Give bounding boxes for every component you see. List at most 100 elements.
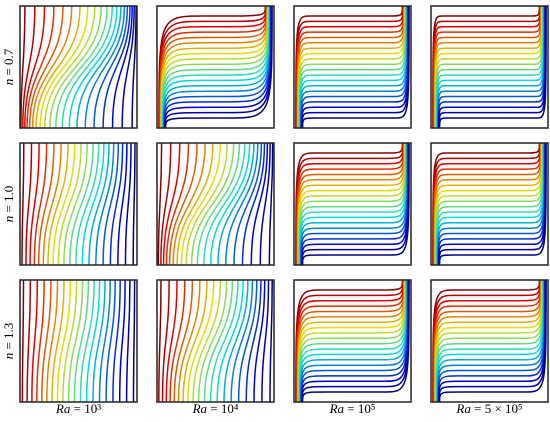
isotherm	[437, 279, 546, 403]
isotherm	[433, 5, 542, 129]
isotherm	[197, 279, 228, 403]
isotherm	[297, 142, 406, 266]
label-expression: = 10⁵	[347, 401, 375, 416]
panel-frame	[293, 142, 412, 266]
isotherm	[300, 5, 409, 129]
isotherm	[190, 142, 235, 266]
isotherm	[438, 279, 547, 403]
panel-frame	[19, 142, 138, 266]
isotherm	[299, 5, 408, 129]
isotherm	[300, 142, 409, 266]
isotherm	[438, 142, 547, 266]
isotherm	[160, 5, 269, 129]
panel-frame	[430, 279, 549, 403]
isotherm	[434, 279, 543, 403]
isotherm	[157, 142, 163, 266]
isotherm	[300, 279, 409, 403]
contour-panel	[156, 142, 275, 266]
isotherm	[295, 142, 404, 266]
isotherm	[437, 279, 546, 403]
isotherm	[301, 279, 410, 403]
isotherm	[300, 5, 409, 129]
isotherm	[295, 5, 404, 129]
isotherm	[217, 142, 255, 266]
isotherm	[63, 142, 88, 266]
isotherm	[29, 142, 40, 266]
isotherm	[300, 279, 409, 403]
isotherm	[196, 142, 241, 266]
isotherm	[437, 5, 546, 129]
isotherm	[158, 279, 162, 403]
isotherm	[43, 5, 96, 129]
column-label: Ra = 10⁵	[329, 401, 376, 416]
isotherm	[434, 5, 543, 129]
isotherm	[109, 142, 124, 266]
isotherm	[301, 5, 410, 129]
isotherm	[21, 142, 25, 266]
isotherm	[432, 5, 541, 129]
isotherm	[93, 5, 129, 129]
column-label: Ra = 5 × 10⁵	[455, 401, 522, 416]
isotherm	[102, 5, 131, 129]
isotherm	[37, 142, 55, 266]
isotherm	[295, 142, 404, 266]
isotherm	[162, 5, 271, 129]
isotherm	[438, 5, 547, 129]
panel-frame	[293, 5, 412, 129]
isotherm	[432, 279, 541, 403]
isotherm	[118, 279, 126, 403]
isotherm	[125, 279, 131, 403]
isotherm	[432, 5, 541, 129]
panel-frame	[156, 142, 275, 266]
isotherm	[297, 5, 406, 129]
contour-panel	[430, 279, 549, 403]
isotherm	[223, 279, 249, 403]
label-expression: = 10⁴	[210, 401, 239, 416]
contour-panel	[19, 5, 138, 129]
isotherm	[436, 279, 545, 403]
panel-frame	[19, 279, 138, 403]
isotherm	[132, 279, 136, 403]
isotherm	[165, 279, 178, 403]
isotherm	[69, 142, 94, 266]
isotherm	[21, 279, 25, 403]
isotherm	[298, 5, 407, 129]
isotherm	[102, 142, 120, 266]
isotherm	[52, 142, 76, 266]
isotherm	[299, 279, 408, 403]
isotherm	[67, 279, 84, 403]
isotherm	[160, 5, 269, 129]
isotherm	[296, 142, 405, 266]
isotherm	[161, 5, 270, 129]
isotherm	[434, 142, 543, 266]
isotherm	[36, 279, 45, 403]
isotherm	[225, 142, 259, 266]
isotherm	[57, 142, 82, 266]
isotherm	[81, 142, 105, 266]
isotherm	[434, 5, 543, 129]
isotherm	[297, 279, 406, 403]
isotherm	[298, 5, 407, 129]
label-expression: = 5 × 10⁵	[474, 401, 522, 416]
isotherm	[176, 142, 214, 266]
isotherm	[437, 142, 546, 266]
isotherm	[434, 5, 543, 129]
isotherm	[245, 279, 262, 403]
label-variable: Ra	[55, 401, 71, 416]
isotherm	[230, 279, 254, 403]
isotherm	[433, 5, 542, 129]
isotherm	[61, 5, 114, 129]
isotherm	[31, 5, 73, 129]
isotherm	[436, 5, 545, 129]
isotherm	[76, 5, 122, 129]
contour-panel	[293, 142, 412, 266]
isotherm	[192, 279, 222, 403]
isotherm	[295, 279, 404, 403]
label-expression: = 1.3	[1, 323, 16, 350]
isotherm	[438, 5, 547, 129]
contour-panel	[19, 142, 138, 266]
isotherm	[26, 279, 32, 403]
isotherm	[187, 279, 215, 403]
isotherm	[28, 5, 64, 129]
isotherm	[168, 142, 198, 266]
